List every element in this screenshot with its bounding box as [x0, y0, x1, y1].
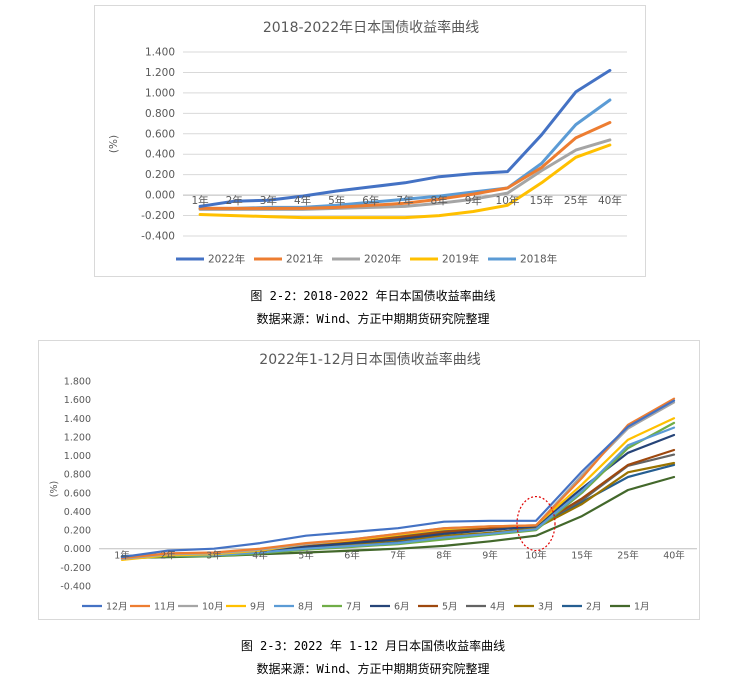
chart2-y-tick-label: 0.400	[64, 507, 91, 518]
chart1-x-tick-label: 9年	[465, 194, 482, 207]
chart2-y-tick-label: 0.200	[64, 526, 91, 537]
chart1-y-tick-label: -0.400	[141, 231, 175, 243]
chart1-title: 2018-2022年日本国债收益率曲线	[263, 19, 479, 36]
chart2-y-tick-label: 1.200	[64, 432, 91, 443]
chart1-y-tick-label: -0.200	[141, 210, 175, 222]
chart-2022-monthly-jgb-yield-curve: 2022年1-12月日本国债收益率曲线 -0.400 -0.200 0.000 0.20…	[38, 340, 700, 620]
chart2-x-tick-label: 25年	[617, 550, 639, 562]
chart2-series-line-1月	[120, 475, 676, 560]
chart1-x-tick-label: 8年	[431, 194, 448, 207]
chart2-x-tick-label: 40年	[663, 550, 685, 562]
chart2-legend-label: 2月	[586, 602, 602, 613]
chart-2018-2022-jgb-yield-curve: 2018-2022年日本国债收益率曲线 -0.400 -0.200 0.000 0.20…	[94, 5, 646, 277]
chart2-y-axis-label: (%)	[49, 481, 60, 497]
chart2-x-tick-label: 3年	[206, 550, 222, 562]
chart2-legend-label: 3月	[538, 602, 554, 613]
chart1-legend-label: 2020年	[364, 253, 401, 266]
figure-2-3-source: 数据来源：Wind、方正中期期货研究院整理	[256, 662, 490, 676]
chart2-x-tick-label: 4年	[252, 550, 268, 562]
chart1-y-axis-label: (%)	[108, 135, 120, 153]
chart1-x-tick-label: 3年	[260, 194, 277, 207]
chart2-series-line-11月	[120, 397, 676, 560]
chart1-x-tick-label: 40年	[598, 194, 622, 207]
chart2-x-tick-label: 10年	[525, 550, 547, 562]
chart1-y-tick-label: 1.200	[145, 67, 175, 79]
chart2-y-tick-label: 1.000	[64, 451, 91, 462]
chart2-x-tick-label: 7年	[390, 550, 406, 562]
chart1-series-line-2021年	[198, 121, 612, 210]
chart2-legend-label: 1月	[634, 602, 650, 613]
figure-2-2-caption: 图 2-2：2018-2022 年日本国债收益率曲线	[250, 289, 496, 303]
chart2-y-tick-label: 1.400	[64, 414, 91, 425]
chart1-legend-label: 2022年	[208, 253, 245, 266]
chart1-x-tick-label: 4年	[294, 194, 311, 207]
chart2-y-tick-label: 0.800	[64, 470, 91, 481]
chart1-series-line-2022年	[198, 68, 612, 208]
chart2-legend-label: 10月	[202, 602, 224, 613]
chart1-y-tick-label: 1.400	[145, 47, 175, 59]
chart-2-canvas: 2022年1-12月日本国债收益率曲线 -0.400 -0.200 0.000 0.20…	[49, 351, 697, 613]
chart1-y-tick-label: 0.400	[145, 149, 175, 161]
chart1-y-tick-label: 0.200	[145, 169, 175, 181]
chart2-legend-label: 5月	[442, 602, 458, 613]
chart1-y-tick-label: 0.000	[145, 190, 175, 202]
chart2-x-tick-label: 6年	[344, 550, 360, 562]
chart2-y-tick-label: -0.400	[60, 582, 91, 593]
chart2-x-tick-label: 8年	[436, 550, 452, 562]
chart1-x-tick-label: 6年	[362, 194, 379, 207]
chart2-legend-label: 4月	[490, 602, 506, 613]
chart1-x-tick-label: 7年	[396, 194, 413, 207]
chart1-legend-label: 2021年	[286, 253, 323, 266]
chart1-y-tick-label: 0.600	[145, 128, 175, 140]
chart2-x-tick-label: 2年	[160, 550, 176, 562]
chart2-x-tick-label: 1年	[114, 550, 130, 562]
chart-1-canvas: 2018-2022年日本国债收益率曲线 -0.400 -0.200 0.000 0.20…	[108, 19, 627, 266]
chart2-legend-label: 7月	[346, 602, 362, 613]
chart2-series-line-12月	[120, 399, 676, 559]
chart2-legend-label: 6月	[394, 602, 410, 613]
chart2-x-tick-label: 5年	[298, 550, 314, 562]
chart1-x-tick-label: 15年	[530, 194, 554, 207]
chart2-legend-label: 8月	[298, 602, 314, 613]
chart2-y-tick-label: 0.000	[64, 544, 91, 555]
chart1-y-tick-label: 0.800	[145, 108, 175, 120]
chart2-legend-label: 9月	[250, 602, 266, 613]
chart2-y-tick-label: -0.200	[60, 563, 91, 574]
chart2-y-tick-label: 1.600	[64, 395, 91, 406]
chart2-title: 2022年1-12月日本国债收益率曲线	[259, 351, 480, 368]
chart1-series-line-2019年	[198, 143, 612, 220]
chart2-legend-label: 11月	[154, 602, 176, 613]
chart1-x-tick-label: 10年	[496, 194, 520, 207]
chart1-x-tick-label: 5年	[328, 194, 345, 207]
chart2-x-tick-label: 15年	[571, 550, 593, 562]
chart1-y-tick-label: 1.000	[145, 87, 175, 99]
chart1-legend-label: 2018年	[520, 253, 557, 266]
chart2-y-tick-label: 1.800	[64, 377, 91, 388]
chart1-x-tick-label: 25年	[564, 194, 588, 207]
figure-2-2-source: 数据来源：Wind、方正中期期货研究院整理	[256, 312, 490, 326]
chart1-x-tick-label: 2年	[226, 194, 243, 207]
chart1-x-tick-label: 1年	[191, 194, 208, 207]
chart2-annotation-ellipse	[516, 495, 556, 552]
chart2-legend-label: 12月	[106, 602, 128, 613]
chart2-y-tick-label: 0.600	[64, 488, 91, 499]
figure-2-3-caption: 图 2-3：2022 年 1-12 月日本国债收益率曲线	[240, 639, 506, 653]
chart2-x-tick-label: 9年	[482, 550, 498, 562]
chart1-legend-label: 2019年	[442, 253, 479, 266]
